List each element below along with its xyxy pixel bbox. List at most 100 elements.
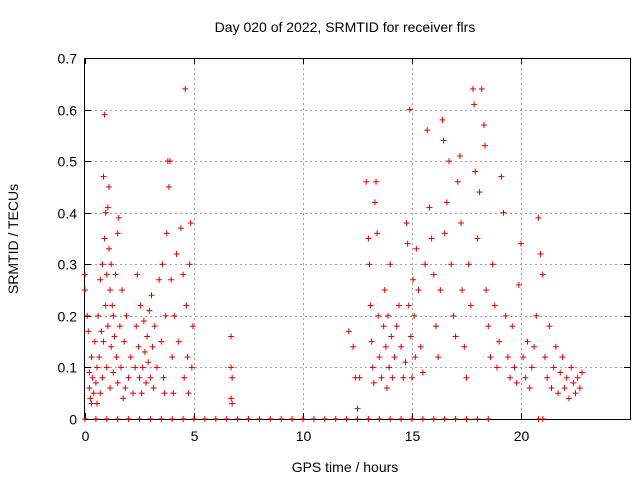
data-point bbox=[146, 307, 153, 314]
data-point bbox=[169, 354, 176, 361]
data-point bbox=[576, 385, 583, 392]
data-point bbox=[234, 416, 241, 422]
data-point bbox=[461, 343, 468, 350]
data-point bbox=[114, 379, 121, 386]
data-point bbox=[278, 416, 285, 422]
data-point bbox=[82, 416, 88, 422]
data-point bbox=[522, 374, 529, 381]
data-point bbox=[101, 111, 108, 118]
data-point bbox=[494, 364, 501, 371]
data-point bbox=[187, 220, 194, 227]
data-point bbox=[111, 333, 118, 340]
data-point bbox=[158, 338, 165, 345]
data-point bbox=[151, 323, 158, 330]
data-point bbox=[99, 374, 106, 381]
data-point bbox=[535, 214, 542, 221]
data-point bbox=[579, 369, 586, 376]
data-point bbox=[476, 189, 483, 196]
data-point bbox=[491, 302, 498, 309]
data-point bbox=[161, 390, 168, 397]
data-point bbox=[409, 374, 415, 381]
data-point bbox=[472, 168, 479, 175]
data-point bbox=[446, 158, 453, 165]
data-point bbox=[388, 333, 395, 340]
data-point bbox=[85, 328, 92, 335]
data-point bbox=[374, 230, 381, 237]
data-point bbox=[168, 276, 175, 283]
data-point bbox=[110, 369, 117, 376]
data-point bbox=[572, 390, 579, 397]
data-point bbox=[378, 374, 385, 381]
data-point bbox=[500, 209, 507, 216]
data-point bbox=[412, 354, 419, 361]
x-axis: 0 5 10 15 20 bbox=[82, 58, 530, 444]
data-point bbox=[507, 374, 514, 381]
data-point bbox=[105, 183, 112, 190]
data-point bbox=[393, 323, 400, 330]
data-point bbox=[147, 374, 154, 381]
x-axis-label: GPS time / hours bbox=[292, 459, 399, 475]
data-point bbox=[102, 209, 109, 216]
data-point bbox=[153, 364, 160, 371]
data-point bbox=[92, 379, 99, 386]
data-point bbox=[470, 85, 477, 92]
data-point bbox=[387, 416, 394, 422]
data-point bbox=[389, 374, 396, 381]
data-point bbox=[463, 374, 470, 381]
data-point bbox=[480, 122, 487, 129]
data-point bbox=[180, 271, 187, 278]
data-point bbox=[105, 245, 112, 252]
data-point bbox=[435, 354, 442, 361]
data-point bbox=[345, 328, 352, 335]
data-point bbox=[119, 287, 126, 294]
x-tick-label: 0 bbox=[82, 428, 90, 444]
data-point bbox=[403, 220, 410, 227]
data-point bbox=[483, 287, 490, 294]
data-point bbox=[228, 333, 235, 340]
x-tick-label: 20 bbox=[514, 428, 530, 444]
data-point bbox=[487, 354, 494, 361]
data-point bbox=[417, 343, 424, 350]
data-point bbox=[568, 364, 575, 371]
x-tick-label: 15 bbox=[405, 428, 421, 444]
data-point bbox=[415, 287, 422, 294]
data-point bbox=[411, 312, 418, 319]
data-point bbox=[133, 323, 140, 330]
data-point bbox=[95, 312, 102, 319]
data-point bbox=[375, 312, 382, 319]
data-point bbox=[120, 395, 127, 402]
data-point bbox=[93, 400, 100, 407]
data-point bbox=[533, 312, 540, 319]
data-point bbox=[400, 374, 407, 381]
data-point bbox=[134, 271, 141, 278]
data-point bbox=[112, 271, 119, 278]
data-point bbox=[489, 261, 496, 268]
data-point bbox=[526, 385, 533, 392]
data-point bbox=[150, 385, 157, 392]
data-point bbox=[367, 302, 374, 309]
data-point bbox=[402, 359, 409, 366]
data-point bbox=[459, 287, 466, 294]
data-point bbox=[440, 137, 447, 144]
data-point bbox=[180, 416, 187, 422]
data-point bbox=[465, 261, 472, 268]
data-point bbox=[88, 354, 95, 361]
data-point bbox=[343, 416, 350, 422]
data-point bbox=[354, 416, 361, 422]
plot-frame bbox=[84, 58, 631, 420]
data-point bbox=[310, 416, 317, 422]
data-point bbox=[539, 271, 546, 278]
data-point bbox=[189, 323, 196, 330]
data-point bbox=[385, 312, 392, 319]
data-point bbox=[387, 261, 394, 268]
y-tick-label: 0.5 bbox=[58, 154, 78, 170]
data-point bbox=[552, 343, 559, 350]
data-point bbox=[267, 416, 274, 422]
data-point bbox=[419, 416, 426, 422]
data-point bbox=[482, 142, 489, 149]
data-point bbox=[136, 374, 143, 381]
data-point bbox=[228, 364, 235, 371]
data-point bbox=[103, 271, 110, 278]
data-point bbox=[167, 158, 174, 165]
